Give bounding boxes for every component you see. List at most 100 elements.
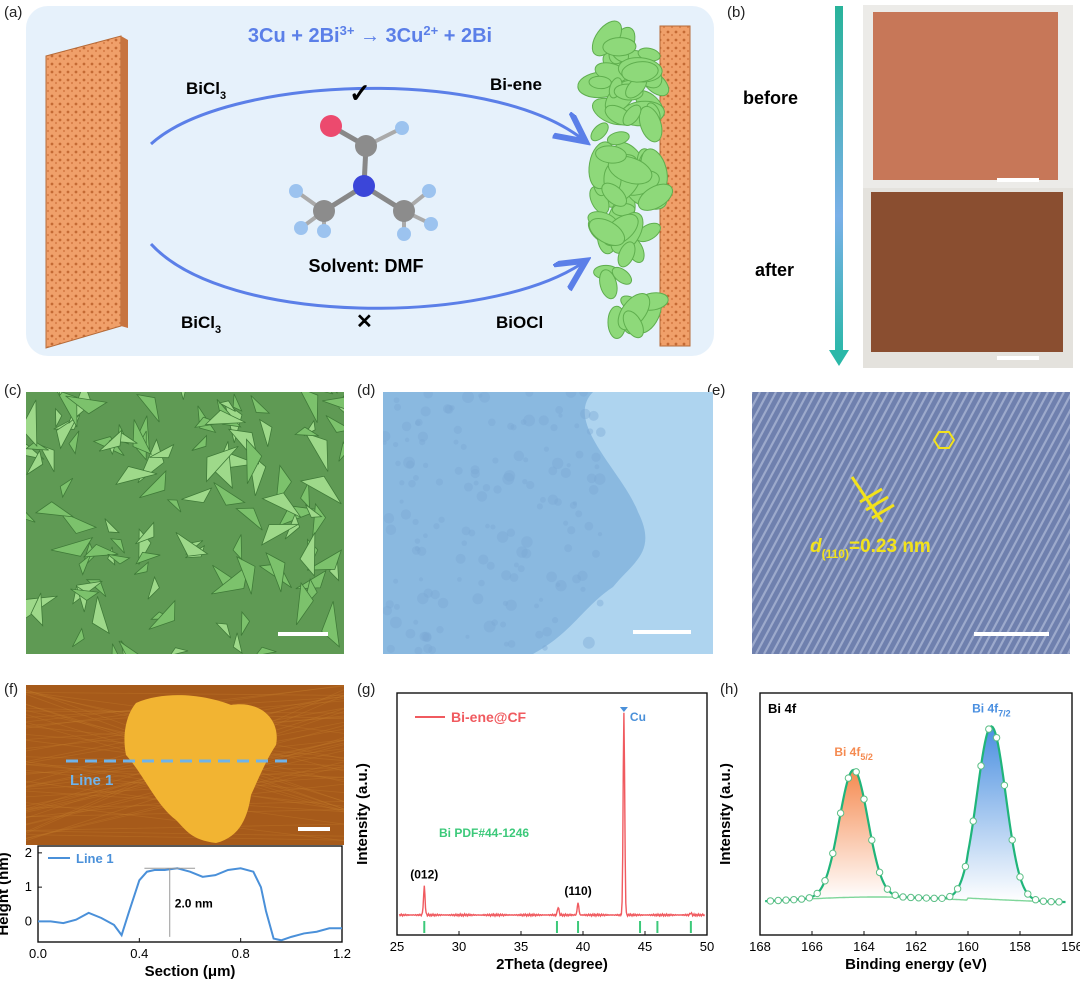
copper-foam-left-edge xyxy=(121,36,128,328)
g-xtick-label: 40 xyxy=(576,939,590,954)
h-peak-label: Bi 4f7/2 xyxy=(972,701,1011,718)
f-legend-label: Line 1 xyxy=(76,851,114,866)
cross-mark: ✕ xyxy=(356,311,373,333)
h-data-point xyxy=(907,893,915,902)
h-data-point xyxy=(844,774,853,782)
h-title: Bi 4f xyxy=(768,701,797,716)
hexagon-marker xyxy=(932,431,956,449)
h-xtick-label: 166 xyxy=(801,939,823,954)
f-frame xyxy=(37,845,343,943)
f-xtick-label: 0.4 xyxy=(130,946,148,961)
scale-bar-b1 xyxy=(997,178,1039,182)
panel-label-b: (b) xyxy=(727,4,746,21)
g-xtick-label: 45 xyxy=(638,939,652,954)
tem-image xyxy=(383,392,713,654)
h-data-point xyxy=(774,896,782,905)
afm-image: Line 1 xyxy=(26,685,344,845)
g-peak-label: (110) xyxy=(564,884,591,898)
xps-chart: 168 166 164 162 160 158 156 Binding energy (eV)… xyxy=(720,692,1080,973)
h-data-point xyxy=(946,892,954,901)
h-data-point xyxy=(790,895,798,904)
time-arrow-head xyxy=(829,350,849,366)
h-peak-fill xyxy=(796,769,911,900)
h-data-point xyxy=(1000,781,1009,789)
h-data-point xyxy=(1024,890,1032,898)
g-ylabel: Intensity (a.u.) xyxy=(355,763,371,865)
h-xtick-label: 156 xyxy=(1061,939,1080,954)
g-xrd-pattern xyxy=(398,712,706,918)
scale-bar-e xyxy=(974,632,1049,636)
g-peak-label: (012) xyxy=(410,868,438,882)
label-bi-ene: Bi-ene xyxy=(490,75,542,94)
panel-label-f: (f) xyxy=(4,681,19,698)
g-xtick-label: 30 xyxy=(452,939,466,954)
panel-label-c: (c) xyxy=(4,382,22,399)
photo-panel-b: before after xyxy=(743,5,1073,368)
arrow-top xyxy=(149,86,581,144)
h-data-point xyxy=(821,877,829,885)
scale-bar-c xyxy=(278,632,328,636)
solvent-label: Solvent: DMF xyxy=(309,256,424,276)
h-data-point xyxy=(782,896,790,904)
g-peak-label: Cu xyxy=(630,710,646,724)
h-peak-fill xyxy=(934,726,1049,902)
h-xtick-label: 164 xyxy=(853,939,875,954)
g-xlabel: 2Theta (degree) xyxy=(496,956,608,973)
h-data-point xyxy=(977,762,985,770)
label-bicl3-top: BiCl3 xyxy=(186,79,226,102)
reaction-equation: 3Cu + 2Bi3+ → 3Cu2+ + 2Bi xyxy=(248,23,492,47)
afm-line-label: Line 1 xyxy=(70,772,113,789)
lattice-spacing-marker xyxy=(850,476,895,523)
h-data-point xyxy=(883,885,892,893)
f-series-line-1 xyxy=(38,867,342,942)
h-ylabel: Intensity (a.u.) xyxy=(720,763,734,865)
h-data-point xyxy=(868,836,876,844)
g-legend-label: Bi-ene@CF xyxy=(451,709,527,725)
panel-label-g: (g) xyxy=(357,681,376,698)
check-mark: ✓ xyxy=(349,78,371,108)
h-data-point xyxy=(953,885,962,893)
schematic-diagram: 3Cu + 2Bi3+ → 3Cu2+ + 2Bi BiCl3 Bi-ene ✓… xyxy=(26,6,714,356)
h-data-point xyxy=(797,895,806,903)
dmf-molecule xyxy=(289,115,438,241)
h-peak-label: Bi 4f5/2 xyxy=(834,745,873,762)
h-data-point xyxy=(1031,895,1040,904)
g-cu-marker xyxy=(619,707,628,712)
f-height-annotation: 2.0 nm xyxy=(175,897,213,911)
h-data-point xyxy=(860,795,868,803)
h-data-point xyxy=(836,809,845,817)
bi-ene-sheet xyxy=(383,392,646,654)
afm-flake xyxy=(124,695,277,843)
h-data-point xyxy=(992,733,1001,742)
label-bicl3-bottom: BiCl3 xyxy=(181,313,221,336)
h-data-point xyxy=(1055,898,1063,906)
h-data-point xyxy=(766,897,775,905)
time-arrow-shaft xyxy=(835,6,843,356)
g-xtick-label: 50 xyxy=(700,939,714,954)
hrtem-image: d(110)=0.23 nm xyxy=(752,392,1070,654)
label-biocl: BiOCl xyxy=(496,313,543,332)
g-reference-label: Bi PDF#44-1246 xyxy=(439,826,529,840)
g-frame xyxy=(396,692,708,936)
h-data-point xyxy=(813,889,821,898)
arrow-bottom xyxy=(149,242,581,310)
h-data-point xyxy=(891,891,899,899)
g-xtick-label: 25 xyxy=(390,939,404,954)
h-data-point xyxy=(1047,897,1055,906)
h-data-point xyxy=(969,817,977,825)
f-ytick-label: 0 xyxy=(25,913,32,928)
h-data-point xyxy=(914,894,923,902)
h-xlabel: Binding energy (eV) xyxy=(845,956,987,973)
f-xtick-label: 0.8 xyxy=(232,946,250,961)
h-data-point xyxy=(938,894,946,903)
h-data-point xyxy=(805,894,814,902)
h-xtick-label: 158 xyxy=(1009,939,1031,954)
h-data-point xyxy=(1016,873,1024,881)
label-after: after xyxy=(755,260,794,280)
f-xtick-label: 1.2 xyxy=(333,946,351,961)
photo-before-foam xyxy=(873,12,1058,180)
h-data-point xyxy=(875,868,884,877)
f-ytick-label: 1 xyxy=(25,879,32,894)
height-profile-chart: 0.0 0.4 0.8 1.2 0 1 2 Section (μm) Height (nm) Li… xyxy=(0,845,351,980)
f-ytick-label: 2 xyxy=(25,845,32,860)
